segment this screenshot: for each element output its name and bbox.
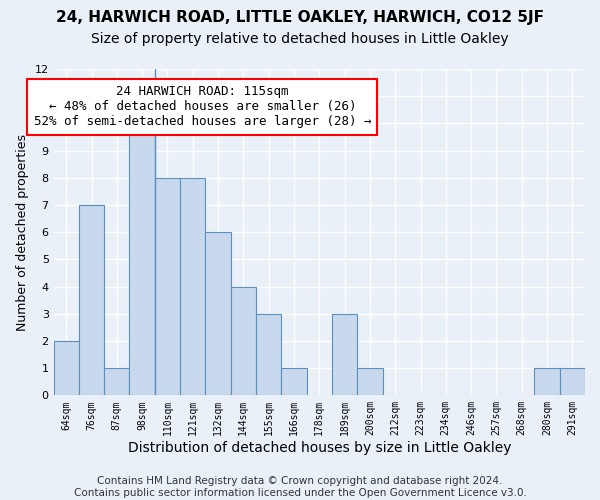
Y-axis label: Number of detached properties: Number of detached properties — [16, 134, 29, 330]
Text: 24, HARWICH ROAD, LITTLE OAKLEY, HARWICH, CO12 5JF: 24, HARWICH ROAD, LITTLE OAKLEY, HARWICH… — [56, 10, 544, 25]
Bar — [256, 314, 281, 396]
Bar — [104, 368, 130, 396]
Bar — [79, 205, 104, 396]
Bar — [53, 341, 79, 396]
Bar — [332, 314, 357, 396]
Bar — [130, 124, 155, 396]
Bar — [535, 368, 560, 396]
Text: Size of property relative to detached houses in Little Oakley: Size of property relative to detached ho… — [91, 32, 509, 46]
Bar — [180, 178, 205, 396]
X-axis label: Distribution of detached houses by size in Little Oakley: Distribution of detached houses by size … — [128, 441, 511, 455]
Bar — [281, 368, 307, 396]
Bar — [205, 232, 230, 396]
Bar — [230, 286, 256, 396]
Bar — [357, 368, 383, 396]
Text: Contains HM Land Registry data © Crown copyright and database right 2024.
Contai: Contains HM Land Registry data © Crown c… — [74, 476, 526, 498]
Text: 24 HARWICH ROAD: 115sqm
← 48% of detached houses are smaller (26)
52% of semi-de: 24 HARWICH ROAD: 115sqm ← 48% of detache… — [34, 86, 371, 128]
Bar — [155, 178, 180, 396]
Bar — [560, 368, 585, 396]
